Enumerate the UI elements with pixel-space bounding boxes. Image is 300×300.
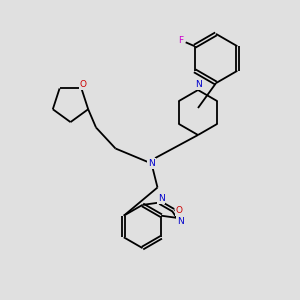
Text: N: N — [195, 80, 202, 89]
Text: F: F — [178, 36, 183, 45]
Text: O: O — [176, 206, 182, 215]
Text: N: N — [148, 159, 155, 168]
Text: O: O — [80, 80, 86, 89]
Text: N: N — [177, 217, 184, 226]
Text: N: N — [158, 194, 165, 203]
